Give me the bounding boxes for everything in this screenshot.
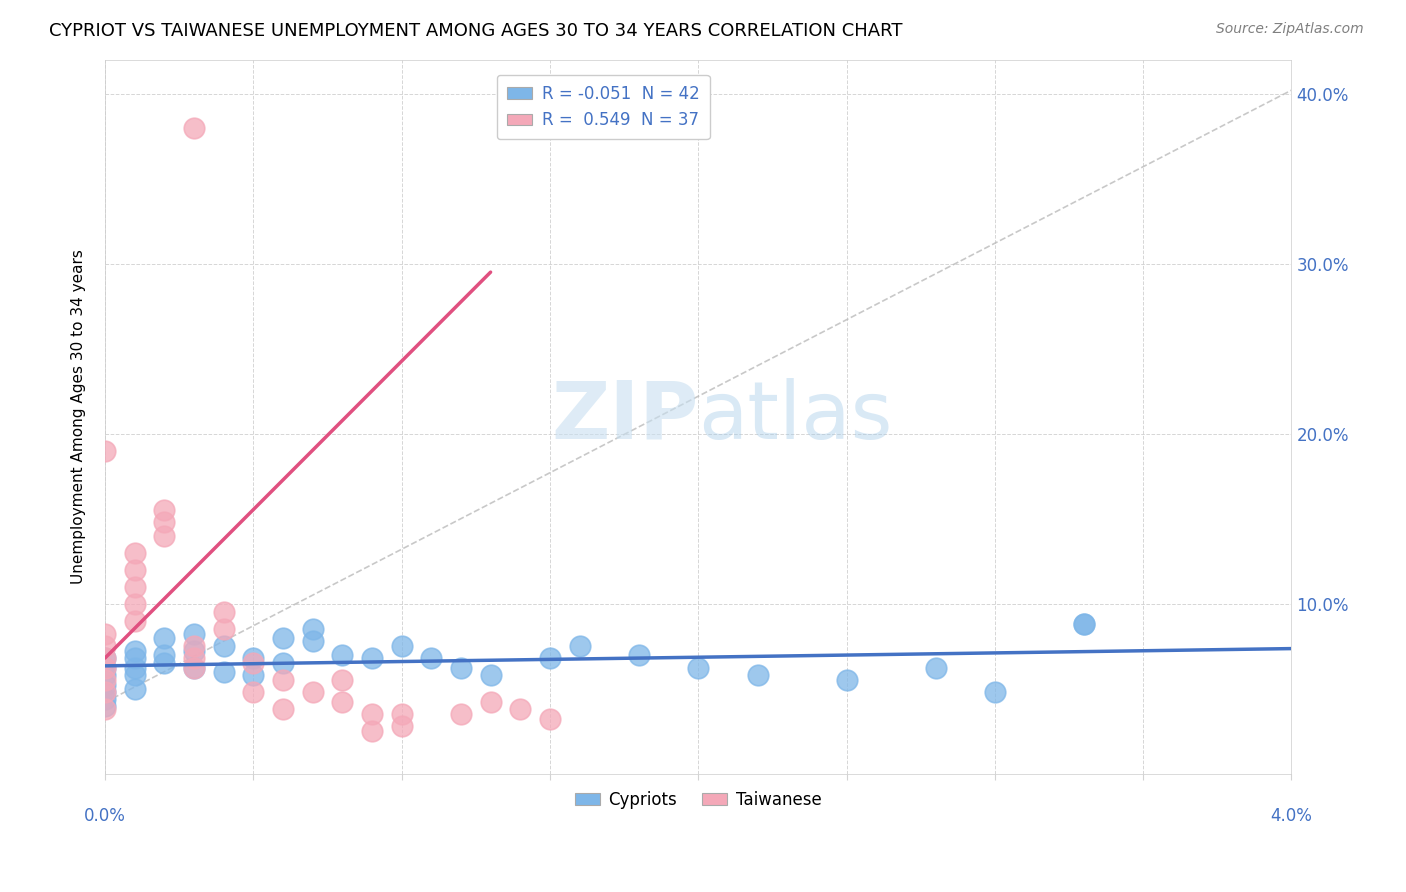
Point [301, 685, 323, 699]
Point [94, 443, 117, 458]
Point [568, 639, 591, 653]
Point [183, 627, 205, 641]
Point [153, 656, 176, 670]
Point [271, 702, 294, 716]
Point [242, 651, 264, 665]
Point [94, 685, 117, 699]
Point [538, 651, 561, 665]
Y-axis label: Unemployment Among Ages 30 to 34 years: Unemployment Among Ages 30 to 34 years [72, 249, 86, 584]
Point [153, 529, 176, 543]
Point [153, 631, 176, 645]
Point [124, 651, 146, 665]
Point [242, 685, 264, 699]
Text: Source: ZipAtlas.com: Source: ZipAtlas.com [1216, 22, 1364, 37]
Point [183, 661, 205, 675]
Point [124, 644, 146, 658]
Point [94, 698, 117, 713]
Point [124, 580, 146, 594]
Point [271, 673, 294, 688]
Point [450, 661, 472, 675]
Point [212, 665, 235, 679]
Point [94, 651, 117, 665]
Point [391, 639, 413, 653]
Point [212, 605, 235, 619]
Point [271, 656, 294, 670]
Point [94, 661, 117, 675]
Point [1073, 617, 1095, 632]
Point [94, 639, 117, 653]
Point [94, 651, 117, 665]
Point [94, 702, 117, 716]
Point [361, 651, 384, 665]
Point [361, 724, 384, 739]
Point [242, 668, 264, 682]
Point [330, 695, 353, 709]
Point [124, 597, 146, 611]
Text: 4.0%: 4.0% [1271, 807, 1312, 825]
Point [212, 622, 235, 636]
Point [124, 661, 146, 675]
Legend: Cypriots, Taiwanese: Cypriots, Taiwanese [568, 784, 828, 815]
Point [153, 515, 176, 529]
Point [124, 681, 146, 696]
Point [271, 631, 294, 645]
Point [450, 707, 472, 722]
Point [924, 661, 946, 675]
Point [301, 634, 323, 648]
Point [747, 668, 769, 682]
Point [627, 648, 650, 662]
Text: CYPRIOT VS TAIWANESE UNEMPLOYMENT AMONG AGES 30 TO 34 YEARS CORRELATION CHART: CYPRIOT VS TAIWANESE UNEMPLOYMENT AMONG … [49, 22, 903, 40]
Point [94, 685, 117, 699]
Text: atlas: atlas [699, 377, 893, 456]
Point [94, 678, 117, 692]
Point [124, 563, 146, 577]
Text: ZIP: ZIP [551, 377, 699, 456]
Point [153, 503, 176, 517]
Point [242, 656, 264, 670]
Point [183, 661, 205, 675]
Point [212, 639, 235, 653]
Point [124, 668, 146, 682]
Point [94, 661, 117, 675]
Point [94, 691, 117, 706]
Point [183, 639, 205, 653]
Point [94, 673, 117, 688]
Point [94, 668, 117, 682]
Point [124, 546, 146, 560]
Point [183, 651, 205, 665]
Point [420, 651, 443, 665]
Point [391, 719, 413, 733]
Point [984, 685, 1007, 699]
Point [330, 648, 353, 662]
Point [538, 712, 561, 726]
Text: 0.0%: 0.0% [84, 807, 127, 825]
Point [301, 622, 323, 636]
Point [183, 644, 205, 658]
Point [391, 707, 413, 722]
Point [361, 707, 384, 722]
Point [153, 648, 176, 662]
Point [509, 702, 531, 716]
Point [1073, 617, 1095, 632]
Point [835, 673, 858, 688]
Point [124, 614, 146, 628]
Point [183, 120, 205, 135]
Point [94, 627, 117, 641]
Point [330, 673, 353, 688]
Point [688, 661, 710, 675]
Point [479, 668, 502, 682]
Point [479, 695, 502, 709]
